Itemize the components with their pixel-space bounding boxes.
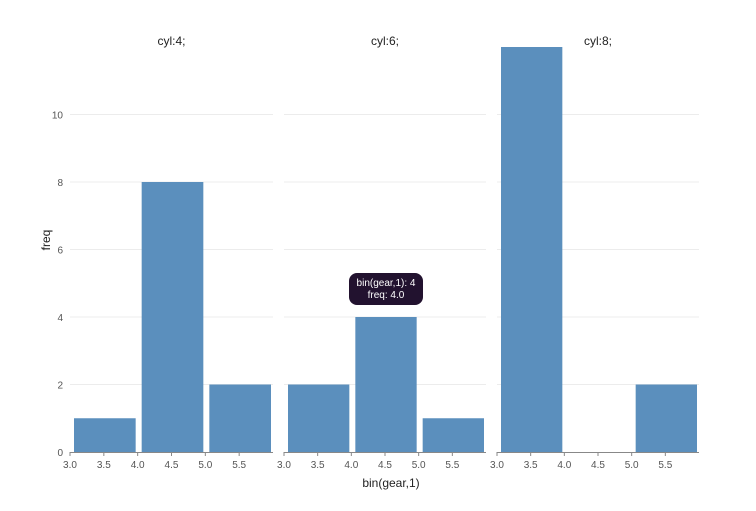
tooltip-line-1: bin(gear,1): 4 [357,278,416,289]
x-tick-label: 5.0 [412,460,426,471]
y-tick-label: 2 [57,381,63,392]
x-tick-label: 5.5 [658,460,672,471]
y-axis-title: freq [39,230,53,251]
y-tick-label: 6 [57,246,63,257]
facet-title: cyl:8; [584,34,612,48]
x-axis-title: bin(gear,1) [362,476,419,490]
bar [635,384,697,452]
x-tick-label: 4.5 [591,460,605,471]
x-tick-label: 5.0 [625,460,639,471]
x-tick-label: 4.0 [344,460,358,471]
bar [422,418,484,452]
bar [209,384,271,452]
x-tick-label: 4.0 [131,460,145,471]
tooltip-line-2: freq: 4.0 [368,290,405,301]
y-tick-label: 0 [57,448,63,459]
facet-title: cyl:4; [157,34,185,48]
y-tick-label: 10 [52,111,64,122]
bar [355,317,417,452]
bar [74,418,136,452]
x-tick-label: 5.5 [232,460,246,471]
x-tick-label: 5.0 [198,460,212,471]
tooltip-box [349,273,423,305]
x-tick-label: 3.5 [311,460,325,471]
axes [69,452,699,456]
labels: freq bin(gear,1) cyl:4; 3.0 3.5 4.0 4.5 5.0 5.… [39,34,673,490]
y-tick-label: 8 [57,178,63,189]
bars [74,47,697,452]
x-tick-label: 3.0 [63,460,77,471]
x-tick-label: 5.5 [445,460,459,471]
x-tick-label: 4.5 [165,460,179,471]
bar [288,384,350,452]
x-tick-label: 4.0 [557,460,571,471]
bar [501,47,563,452]
x-tick-label: 3.0 [277,460,291,471]
x-tick-label: 3.5 [524,460,538,471]
y-tick-label: 4 [57,313,63,324]
facet-title: cyl:6; [371,34,399,48]
x-tick-label: 3.5 [97,460,111,471]
x-tick-label: 3.0 [490,460,504,471]
bar [141,182,204,452]
x-tick-label: 4.5 [378,460,392,471]
